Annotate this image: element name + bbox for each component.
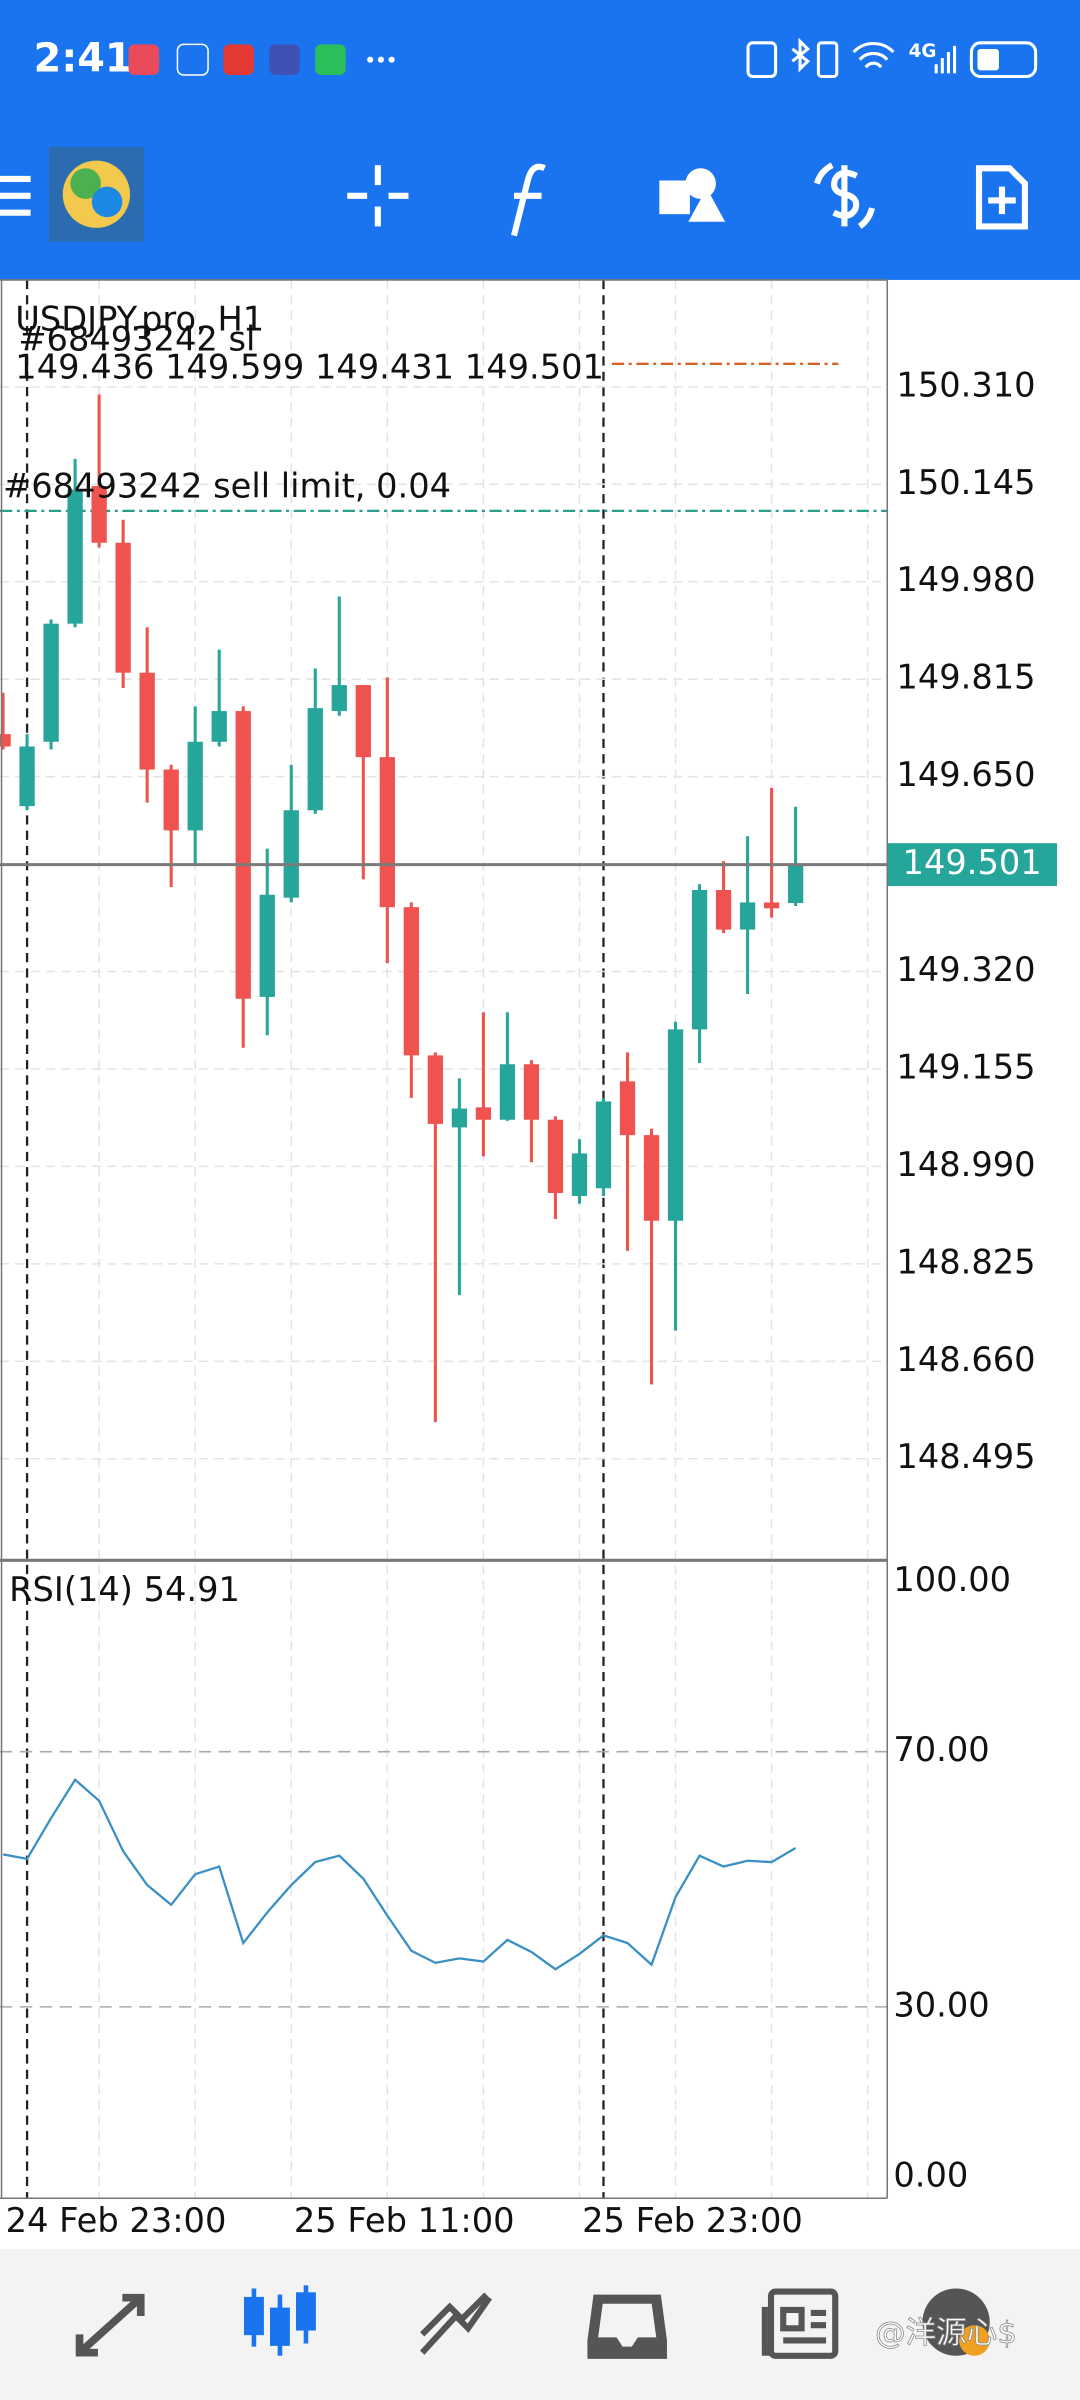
indicators-button[interactable] xyxy=(511,163,546,237)
candle-body xyxy=(43,623,59,742)
candle-body xyxy=(0,734,11,747)
nav-news[interactable] xyxy=(761,2288,839,2359)
candle-body xyxy=(667,1029,684,1221)
candle-body xyxy=(187,741,203,831)
candle-body xyxy=(739,902,756,930)
ohlc-header: 149.436 149.599 149.431 149.501 xyxy=(15,347,604,386)
candle-body xyxy=(115,542,131,673)
candle-body xyxy=(91,486,107,543)
rsi-header: RSI(14) 54.91 xyxy=(9,1569,240,1608)
bottom-nav xyxy=(0,2248,1080,2400)
x-tick-label: 24 Feb 23:00 xyxy=(6,2201,227,2240)
candle-body xyxy=(547,1119,564,1193)
app-logo[interactable] xyxy=(48,146,144,242)
rsi-panel xyxy=(0,1750,888,2008)
candle-body xyxy=(283,810,299,898)
candle-body xyxy=(307,708,323,811)
y-tick-label: 148.660 xyxy=(896,1340,1035,1379)
trade-button[interactable] xyxy=(813,162,875,229)
candle-body xyxy=(523,1064,540,1120)
y-tick-label: 148.990 xyxy=(896,1145,1035,1184)
candle-body xyxy=(427,1055,444,1124)
close-value: 149.501 xyxy=(465,347,604,386)
candle-body xyxy=(451,1108,468,1128)
order-label: #68493242 sell limit, 0.04 xyxy=(3,466,451,505)
chart-labels: USDJPY.pro, H1 149.436 149.599 149.431 1… xyxy=(9,300,604,1609)
rsi-last: 54.91 xyxy=(144,1569,240,1608)
crosshair-button[interactable] xyxy=(347,165,409,227)
candle-body xyxy=(355,685,371,758)
y-tick-label: 148.495 xyxy=(896,1437,1035,1476)
candle-body xyxy=(163,769,179,831)
new-order-button[interactable] xyxy=(975,165,1028,230)
rsi-title: RSI(14) xyxy=(9,1569,133,1608)
x-tick-label: 25 Feb 23:00 xyxy=(582,2201,803,2240)
plot-area xyxy=(0,362,888,1423)
last-price-label: 149.501 xyxy=(903,843,1042,882)
frame xyxy=(0,279,889,2199)
last-price-box xyxy=(887,843,1058,887)
order-label: #68493242 sl xyxy=(18,319,255,358)
profile-badge xyxy=(959,2325,990,2356)
watermark: @洋源心$ xyxy=(875,2316,1017,2351)
notification-icons xyxy=(128,43,395,76)
y-tick-label: 30.00 xyxy=(893,1985,989,2024)
x-tick-label: 25 Feb 11:00 xyxy=(294,2201,515,2240)
open-value: 149.436 xyxy=(15,347,154,386)
candle-body xyxy=(67,489,83,624)
low-value: 149.431 xyxy=(315,347,454,386)
candle-body xyxy=(19,746,35,807)
status-time: 2:41 xyxy=(34,36,133,82)
candle-body xyxy=(715,890,732,930)
nav-history[interactable] xyxy=(587,2294,667,2359)
y-tick-label: 149.980 xyxy=(896,560,1035,599)
rsi-line xyxy=(2,1778,797,1971)
candle-body xyxy=(571,1153,588,1196)
nav-quotes[interactable] xyxy=(75,2293,145,2357)
candle-body xyxy=(619,1081,636,1136)
y-tick-label: 149.650 xyxy=(896,755,1035,794)
y-tick-label: 150.145 xyxy=(896,463,1035,502)
y-tick-label: 149.815 xyxy=(896,658,1035,697)
network-type: 4G xyxy=(909,41,937,62)
y-tick-label: 150.310 xyxy=(896,365,1035,404)
candle-body xyxy=(643,1135,660,1221)
candle-body xyxy=(691,890,708,1030)
candle-body xyxy=(475,1107,492,1120)
nav-chart[interactable] xyxy=(243,2285,316,2356)
candle-body xyxy=(235,711,251,999)
y-tick-label: 70.00 xyxy=(893,1730,989,1769)
chart-title: USDJPY.pro, H1 xyxy=(15,300,264,339)
candle-body xyxy=(763,902,780,909)
y-tick-label: 149.155 xyxy=(896,1047,1035,1086)
system-icons xyxy=(746,37,1038,79)
y-tick-label: 148.825 xyxy=(896,1242,1035,1281)
candle-body xyxy=(787,864,804,904)
menu-button[interactable] xyxy=(0,175,31,216)
candle-body xyxy=(595,1101,612,1189)
high-value: 149.599 xyxy=(165,347,304,386)
candle-body xyxy=(379,757,395,908)
grid xyxy=(0,279,888,2199)
candle-body xyxy=(331,685,347,712)
y-tick-label: 100.00 xyxy=(893,1560,1011,1599)
axes: 24 Feb 23:00 25 Feb 11:00 25 Feb 23:00 148.… xyxy=(3,319,1058,2240)
objects-button[interactable] xyxy=(659,168,726,222)
candle-body xyxy=(499,1064,516,1120)
y-tick-label: 0.00 xyxy=(893,2155,968,2194)
candle-body xyxy=(403,907,419,1056)
y-tick-label: 149.320 xyxy=(896,950,1035,989)
candle-body xyxy=(139,672,155,770)
candle-body xyxy=(259,894,275,997)
candle-body xyxy=(211,711,227,742)
nav-trade[interactable] xyxy=(419,2292,493,2355)
